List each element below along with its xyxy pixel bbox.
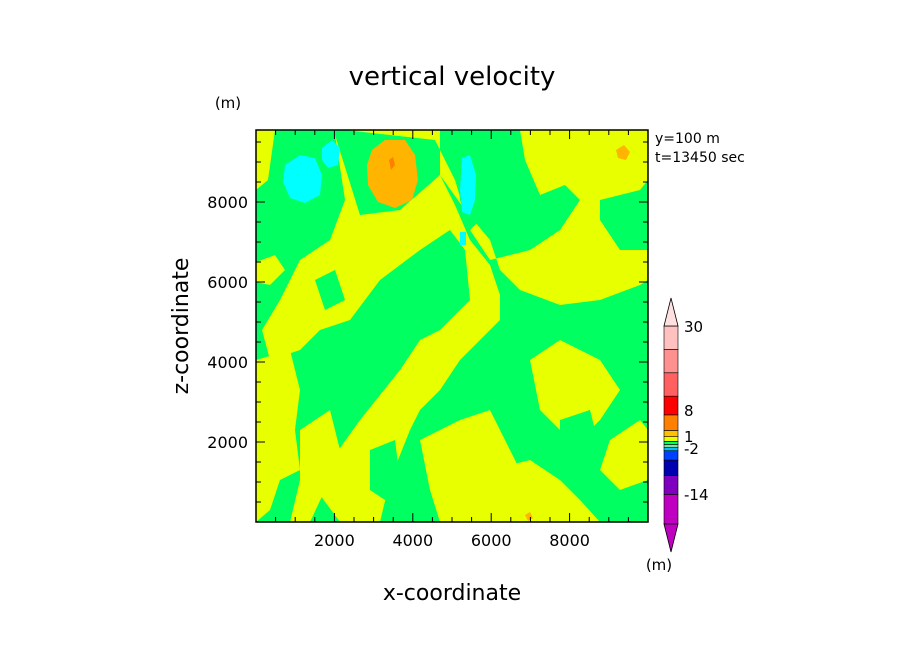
yellow-regions xyxy=(256,130,648,522)
yellow-region-far-right xyxy=(600,420,648,490)
green-patch-4 xyxy=(315,270,345,310)
colorbar: 30 8 1-2 -14 xyxy=(663,297,709,553)
y-axis-title: z-coordinate xyxy=(169,258,194,395)
colorbar-band xyxy=(663,450,679,461)
colorbar-band xyxy=(663,447,679,452)
orange-region-1 xyxy=(367,140,418,208)
orange-region-3 xyxy=(525,512,533,521)
colorbar-band xyxy=(663,494,679,525)
yellow-region-left-blob xyxy=(256,255,285,285)
colorbar-band xyxy=(663,395,679,416)
chart-title: vertical velocity xyxy=(349,62,556,92)
colorbar-band xyxy=(663,325,679,350)
yellow-region-bottom-right xyxy=(490,460,600,522)
colorbar-band xyxy=(663,414,679,431)
x-tick-label: 2000 xyxy=(314,531,355,550)
colorbar-label: 8 xyxy=(684,402,694,420)
cyan-region-1 xyxy=(283,155,322,203)
plot-area xyxy=(255,129,649,523)
colorbar-band xyxy=(663,436,679,442)
cyan-region-4 xyxy=(460,232,466,245)
y-tick-label: 6000 xyxy=(207,273,248,292)
x-tick-label: 8000 xyxy=(549,531,590,550)
colorbar-label: -14 xyxy=(684,486,709,504)
yellow-region-left-strip xyxy=(256,350,300,522)
colorbar-label: 30 xyxy=(684,318,703,336)
colorbar-label: -2 xyxy=(684,440,699,458)
cyan-regions xyxy=(283,140,476,245)
colorbar-band xyxy=(663,349,679,374)
colorbar-unit-label: (m) xyxy=(646,556,672,574)
annotation-y: y=100 m xyxy=(655,131,720,147)
colorbar-band xyxy=(663,372,679,397)
yellow-region-top-left xyxy=(256,130,275,190)
cyan-region-3 xyxy=(460,155,476,215)
y-tick-label: 4000 xyxy=(207,353,248,372)
yellow-region-diagonal xyxy=(262,135,500,522)
green-patch-3 xyxy=(370,440,400,500)
y-unit-label: (m) xyxy=(215,94,241,112)
green-patch-2 xyxy=(560,410,600,470)
colorbar-band xyxy=(663,441,679,445)
colorbar-bottom-arrow xyxy=(663,523,679,553)
y-tick-label: 2000 xyxy=(207,433,248,452)
orange-region-2 xyxy=(616,145,630,160)
colorbar-band xyxy=(663,444,679,448)
colorbar-band xyxy=(663,459,679,476)
orange-core xyxy=(389,157,395,170)
colorbar-top-arrow xyxy=(663,297,679,327)
axis-tick-labels: 2000 4000 6000 8000 2000 4000 6000 8000 xyxy=(207,193,590,550)
colorbar-band xyxy=(663,430,679,437)
y-tick-label: 8000 xyxy=(207,193,248,212)
colorbar-label: 1 xyxy=(684,428,694,446)
annotation-t: t=13450 sec xyxy=(655,150,745,166)
x-tick-label: 6000 xyxy=(471,531,512,550)
yellow-region-main xyxy=(345,130,648,305)
yellow-region-right xyxy=(530,340,620,440)
axis-ticks xyxy=(256,130,648,522)
colorbar-band xyxy=(663,475,679,495)
x-axis-title: x-coordinate xyxy=(383,581,521,606)
cyan-region-2 xyxy=(322,140,340,168)
x-tick-label: 4000 xyxy=(392,531,433,550)
orange-regions xyxy=(367,140,630,521)
yellow-region-bottom-left xyxy=(290,410,340,522)
